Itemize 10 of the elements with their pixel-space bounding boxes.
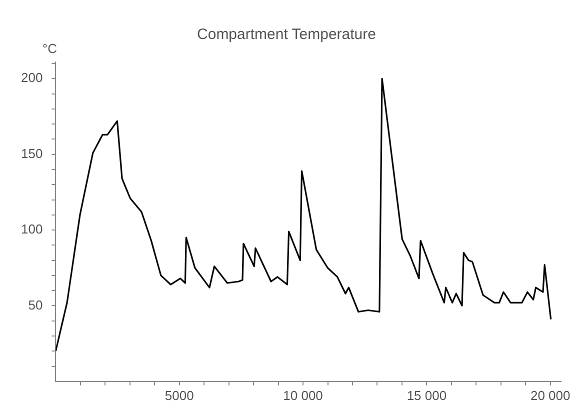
y-tick-label: 100: [20, 222, 43, 237]
chart-title: Compartment Temperature: [197, 26, 376, 44]
x-tick-label: 15 000: [406, 388, 447, 403]
y-tick-label: 150: [20, 146, 43, 161]
x-tick-label: 5000: [164, 388, 194, 403]
y-tick-label: 200: [20, 70, 43, 86]
y-tick-label: 50: [28, 297, 43, 312]
y-axis-title: °C: [42, 41, 57, 56]
x-tick-label: 20 000: [530, 388, 570, 403]
x-tick-label: 10 000: [283, 388, 323, 403]
